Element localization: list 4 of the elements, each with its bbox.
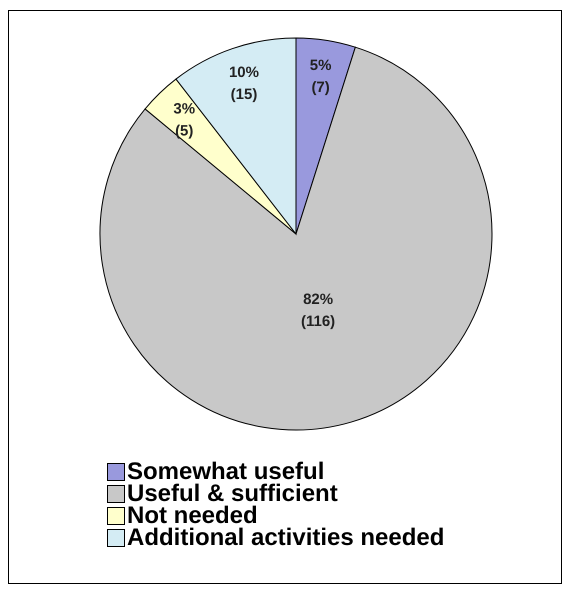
data-label: 3% (5) — [173, 100, 196, 140]
data-label: 82% (116) — [300, 291, 336, 330]
data-label: 10% (15) — [228, 64, 260, 103]
data-label: 5% (7) — [310, 57, 332, 96]
